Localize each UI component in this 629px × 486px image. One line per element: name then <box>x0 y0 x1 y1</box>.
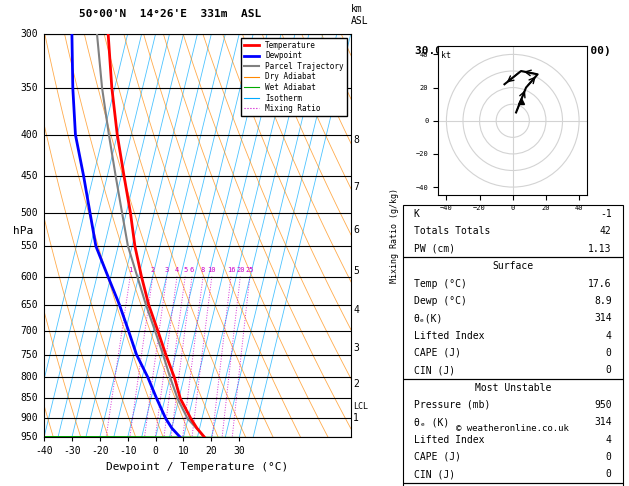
Text: 4: 4 <box>175 266 179 273</box>
Text: PW (cm): PW (cm) <box>414 244 455 254</box>
Text: 6: 6 <box>190 266 194 273</box>
Text: Dewp (°C): Dewp (°C) <box>414 296 467 306</box>
Text: 20: 20 <box>236 266 245 273</box>
Text: km
ASL: km ASL <box>351 4 369 26</box>
Text: Pressure (mb): Pressure (mb) <box>414 400 490 410</box>
Text: 8: 8 <box>201 266 205 273</box>
Text: 400: 400 <box>20 130 38 139</box>
Text: 3: 3 <box>353 343 359 353</box>
Text: LCL: LCL <box>353 402 369 411</box>
Text: 550: 550 <box>20 241 38 251</box>
Text: θₑ(K): θₑ(K) <box>414 313 443 323</box>
Text: θₑ (K): θₑ (K) <box>414 417 449 427</box>
Bar <box>403 206 623 258</box>
Text: 950: 950 <box>20 433 38 442</box>
Text: 314: 314 <box>594 313 612 323</box>
Bar <box>403 379 623 483</box>
Text: 700: 700 <box>20 326 38 335</box>
Y-axis label: hPa: hPa <box>13 226 33 236</box>
Text: 8: 8 <box>353 135 359 145</box>
Text: 25: 25 <box>245 266 254 273</box>
Legend: Temperature, Dewpoint, Parcel Trajectory, Dry Adiabat, Wet Adiabat, Isotherm, Mi: Temperature, Dewpoint, Parcel Trajectory… <box>241 38 347 116</box>
Text: 2: 2 <box>353 379 359 389</box>
Text: 350: 350 <box>20 83 38 93</box>
Text: CIN (J): CIN (J) <box>414 469 455 479</box>
Text: 0: 0 <box>606 469 612 479</box>
Bar <box>403 483 623 486</box>
Text: 7: 7 <box>353 182 359 192</box>
Text: 1.13: 1.13 <box>588 244 612 254</box>
Text: 800: 800 <box>20 372 38 382</box>
Text: 300: 300 <box>20 29 38 39</box>
Text: 900: 900 <box>20 414 38 423</box>
Text: 850: 850 <box>20 394 38 403</box>
Text: 3: 3 <box>165 266 169 273</box>
Text: 4: 4 <box>606 330 612 341</box>
Text: CIN (J): CIN (J) <box>414 365 455 375</box>
Text: 17.6: 17.6 <box>588 278 612 289</box>
Text: 450: 450 <box>20 171 38 181</box>
Text: 1: 1 <box>128 266 132 273</box>
Text: 950: 950 <box>594 400 612 410</box>
Text: 0: 0 <box>606 452 612 462</box>
Text: 6: 6 <box>353 225 359 235</box>
Text: -1: -1 <box>600 209 612 219</box>
Text: 0: 0 <box>606 365 612 375</box>
Text: © weatheronline.co.uk: © weatheronline.co.uk <box>456 424 569 434</box>
Text: 600: 600 <box>20 272 38 281</box>
Text: 2: 2 <box>150 266 155 273</box>
Text: K: K <box>414 209 420 219</box>
Bar <box>403 258 623 379</box>
Text: 500: 500 <box>20 208 38 218</box>
Text: 4: 4 <box>606 434 612 445</box>
Text: 5: 5 <box>353 266 359 276</box>
Text: 0: 0 <box>606 348 612 358</box>
Text: Most Unstable: Most Unstable <box>474 382 551 393</box>
Text: Totals Totals: Totals Totals <box>414 226 490 237</box>
Text: 650: 650 <box>20 299 38 310</box>
Text: CAPE (J): CAPE (J) <box>414 348 461 358</box>
Text: Temp (°C): Temp (°C) <box>414 278 467 289</box>
Text: 4: 4 <box>353 305 359 315</box>
Text: 8.9: 8.9 <box>594 296 612 306</box>
X-axis label: Dewpoint / Temperature (°C): Dewpoint / Temperature (°C) <box>106 462 289 472</box>
Text: 16: 16 <box>226 266 235 273</box>
Text: 50°00'N  14°26'E  331m  ASL: 50°00'N 14°26'E 331m ASL <box>79 9 261 19</box>
Text: Lifted Index: Lifted Index <box>414 434 484 445</box>
Text: 10: 10 <box>208 266 216 273</box>
Text: Surface: Surface <box>493 261 533 271</box>
Text: 30.04.2024  18GMT  (Base: 00): 30.04.2024 18GMT (Base: 00) <box>415 46 611 56</box>
Text: CAPE (J): CAPE (J) <box>414 452 461 462</box>
Text: 42: 42 <box>600 226 612 237</box>
Text: 5: 5 <box>183 266 187 273</box>
Text: 1: 1 <box>353 414 359 423</box>
Text: Mixing Ratio (g/kg): Mixing Ratio (g/kg) <box>391 188 399 283</box>
Text: 314: 314 <box>594 417 612 427</box>
Text: Lifted Index: Lifted Index <box>414 330 484 341</box>
Text: 750: 750 <box>20 349 38 360</box>
